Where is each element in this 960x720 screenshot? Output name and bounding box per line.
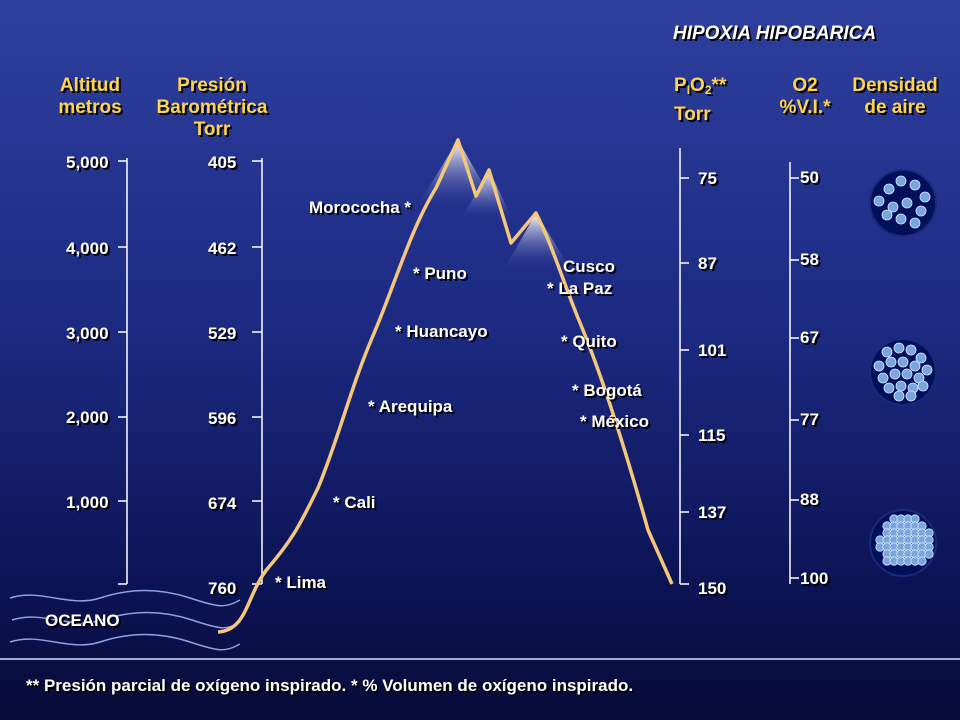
- air-molecule: [877, 372, 889, 384]
- altitude-tick-2000: 2,000: [66, 408, 109, 427]
- air-molecule: [887, 201, 899, 213]
- altitude-tick-5000: 5,000: [66, 153, 109, 172]
- air-density-low-altitude-high: [869, 169, 937, 237]
- air-molecule: [883, 382, 895, 394]
- pio2-tick-87: 87: [698, 254, 717, 273]
- pio2-tick-137: 137: [698, 503, 727, 522]
- air-molecule: [885, 356, 897, 368]
- o2-ticks: [790, 177, 799, 579]
- air-molecule: [919, 191, 931, 203]
- presion-header: Presión Barométrica Torr: [145, 75, 279, 141]
- air-molecule: [921, 364, 933, 376]
- air-molecule: [881, 346, 893, 358]
- air-molecule: [905, 390, 917, 402]
- site-lima: * Lima: [275, 573, 327, 592]
- pressure-ticks: [252, 160, 262, 585]
- o2-tick-58: 58: [800, 250, 819, 269]
- site-morococha: Morococha *: [309, 198, 412, 217]
- footnote: ** Presión parcial de oxígeno inspirado.…: [26, 676, 634, 695]
- presion-header-line2: Barométrica: [156, 96, 268, 118]
- altitud-header-line2: metros: [58, 96, 122, 118]
- air-molecule: [873, 360, 885, 372]
- altitude-ticks: [118, 160, 127, 585]
- pio2-header: PIO2** Torr: [674, 75, 726, 126]
- pressure-tick-760: 760: [208, 579, 237, 598]
- air-molecule: [901, 368, 913, 380]
- presion-header-line3: Torr: [193, 118, 231, 140]
- air-molecule: [909, 179, 921, 191]
- air-molecule: [897, 356, 909, 368]
- pio2-header-unit: Torr: [674, 103, 711, 125]
- page-title: HIPOXIA HIPOBARICA: [673, 23, 877, 44]
- ocean-label: OCEANO: [45, 611, 120, 630]
- ocean-waves: [9, 589, 241, 651]
- pressure-tick-596: 596: [208, 409, 237, 428]
- site-cusco: Cusco: [563, 257, 615, 276]
- o2-tick-88: 88: [800, 490, 819, 509]
- altitude-tick-4000: 4,000: [66, 239, 109, 258]
- site-arequipa: * Arequipa: [368, 397, 453, 416]
- air-molecule: [924, 549, 934, 559]
- o2-tick-67: 67: [800, 328, 819, 347]
- air-molecule: [873, 195, 885, 207]
- site-bogota: * Bogotá: [572, 381, 642, 400]
- air-molecule: [909, 360, 921, 372]
- air-molecule: [883, 183, 895, 195]
- pio2-ticks: [680, 177, 689, 585]
- air-molecule: [889, 368, 901, 380]
- air-molecule: [915, 205, 927, 217]
- air-molecule: [893, 342, 905, 354]
- pio2-tick-115: 115: [698, 426, 726, 445]
- o2-header: O2 %V.I.*: [770, 75, 840, 119]
- densidad-header: Densidad de aire: [845, 75, 945, 119]
- pio2-header-symbol: PIO2**: [674, 75, 727, 97]
- o2-header-line2: %V.I.*: [779, 96, 831, 118]
- o2-header-line1: O2: [792, 75, 818, 96]
- air-molecule: [893, 390, 905, 402]
- air-molecule: [915, 352, 927, 364]
- air-molecule: [917, 556, 927, 566]
- altitud-header-line1: Altitud: [59, 75, 121, 96]
- site-mexico: * México: [580, 412, 649, 431]
- air-molecule: [895, 213, 907, 225]
- altitud-header: Altitud metros: [42, 75, 138, 119]
- densidad-header-line2: de aire: [864, 96, 926, 118]
- pio2-tick-150: 150: [698, 579, 727, 598]
- site-huancayo: * Huancayo: [395, 322, 488, 341]
- site-la-paz: * La Paz: [547, 279, 613, 298]
- pressure-tick-462: 462: [208, 239, 237, 258]
- presion-header-line1: Presión: [177, 75, 247, 96]
- air-density-sea-level: [869, 509, 937, 577]
- air-molecule: [895, 380, 907, 392]
- pressure-tick-405: 405: [208, 153, 237, 172]
- air-molecule: [881, 209, 893, 221]
- air-density-icons: [869, 169, 937, 577]
- mountain-outline: [217, 138, 674, 634]
- site-quito: * Quito: [561, 332, 617, 351]
- air-molecule: [909, 217, 921, 229]
- pio2-tick-75: 75: [698, 169, 717, 188]
- pressure-tick-674: 674: [208, 494, 237, 513]
- site-puno: * Puno: [413, 264, 467, 283]
- air-molecule: [905, 344, 917, 356]
- air-molecule: [895, 175, 907, 187]
- altitude-tick-3000: 3,000: [66, 324, 109, 343]
- altitude-tick-1000: 1,000: [66, 493, 109, 512]
- site-cali: * Cali: [333, 493, 376, 512]
- air-molecule: [917, 380, 929, 392]
- pio2-tick-101: 101: [698, 341, 727, 360]
- pressure-tick-529: 529: [208, 324, 237, 343]
- o2-tick-77: 77: [800, 410, 819, 429]
- air-density-medium: [869, 338, 937, 406]
- air-molecule: [901, 197, 913, 209]
- o2-tick-100: 100: [800, 569, 829, 588]
- o2-tick-50: 50: [800, 168, 819, 187]
- densidad-header-line1: Densidad: [852, 75, 938, 96]
